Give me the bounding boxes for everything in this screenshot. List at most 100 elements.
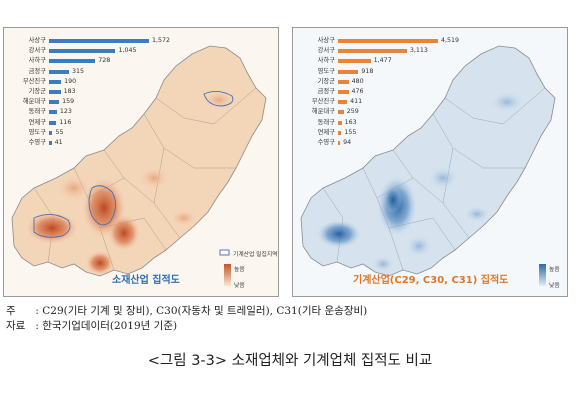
bar-row: 사하구 728 (4, 56, 204, 66)
bar (49, 120, 57, 125)
bar-row: 동래구 163 (293, 118, 493, 128)
source-key: 자료 (6, 320, 26, 332)
bar-label: 사하구 (317, 57, 335, 65)
bar (49, 130, 53, 135)
bar (338, 49, 407, 54)
note-row: 주 : C29(기타 기계 및 장비), C30(자동차 및 트레일러), C3… (6, 304, 367, 319)
source-separator: : (35, 320, 39, 332)
bar-row: 수영구 94 (293, 138, 493, 148)
bar-row: 부산진구 190 (4, 77, 204, 87)
bar-value-label: 476 (351, 87, 364, 95)
bar (49, 49, 116, 54)
bar-label: 연제구 (28, 118, 46, 126)
bar-row: 부산진구 411 (293, 97, 493, 107)
legend-high-label: 높음 (234, 267, 245, 273)
bar-label: 부산진구 (22, 77, 46, 85)
bar-value-label: 411 (350, 98, 363, 106)
figure-caption: <그림 3-3> 소재업체와 기계업체 집적도 비교 (147, 353, 433, 369)
bar-label: 사상구 (317, 37, 335, 44)
bar-row: 기장군 183 (4, 87, 204, 97)
legend-low-label: 낮음 (549, 283, 560, 289)
bar-row: 사상구 1,572 (4, 36, 204, 46)
machinery-industry-density-map (300, 45, 556, 286)
bar-label: 기장군 (28, 87, 46, 95)
bar (338, 39, 438, 43)
bar-row: 금정구 315 (4, 67, 204, 77)
bar-row: 해운대구 159 (4, 97, 204, 107)
bar-label: 영도구 (317, 67, 335, 75)
machinery-map-title: 기계산업(C29, C30, C31) 집적도 (353, 275, 509, 286)
bar-row: 영도구 918 (293, 67, 493, 77)
bar-row: 기장군 480 (293, 77, 493, 87)
bar-value-label: 3,113 (409, 47, 428, 55)
bar-value-label: 315 (72, 67, 85, 75)
bar-label: 수영구 (28, 138, 46, 146)
bar-row: 사상구 4,519 (293, 36, 493, 46)
bar-label: 해운대구 (311, 108, 335, 116)
bar-value-label: 41 (54, 138, 63, 146)
legend-gradient (539, 264, 546, 286)
machinery-industry-map-panel: 사상구 4,519 강서구 3,113 사하구 1,477 영도구 918 기장군 480 금정구 4… (292, 27, 568, 297)
bar-row: 연제구 155 (293, 128, 493, 138)
bar (49, 79, 62, 84)
bar (49, 59, 96, 64)
bar (338, 140, 341, 145)
bar-label: 강서구 (317, 47, 335, 55)
bar-row: 강서구 3,113 (293, 46, 493, 56)
bar (49, 110, 57, 115)
bar-value-label: 918 (361, 67, 374, 75)
bar-row: 해운대구 259 (293, 107, 493, 117)
legend-area-swatch (219, 249, 230, 256)
bar (49, 89, 61, 94)
bar-label: 동래구 (317, 118, 335, 126)
bar-row: 사하구 1,477 (293, 56, 493, 66)
bar-value-label: 259 (346, 108, 359, 116)
bar-row: 연제구 116 (4, 118, 204, 128)
bar-value-label: 480 (351, 77, 364, 85)
bar-value-label: 1,477 (373, 57, 392, 65)
bar-row: 수영구 41 (4, 138, 204, 148)
note-text: C29(기타 기계 및 장비), C30(자동차 및 트레일러), C31(기타… (42, 305, 368, 317)
note-key: 주 (6, 305, 16, 317)
bar-label: 금정구 (28, 67, 46, 75)
bar-value-label: 190 (64, 77, 77, 85)
bar-value-label: 1,045 (118, 47, 137, 55)
bar (338, 89, 349, 94)
bar-label: 강서구 (28, 47, 46, 55)
source-text: 한국기업데이터(2019년 기준) (42, 320, 178, 332)
bar-row: 동래구 123 (4, 107, 204, 117)
bar (338, 120, 342, 125)
bar (338, 130, 342, 135)
bar-value-label: 123 (59, 108, 72, 116)
bar-label: 동래구 (28, 108, 46, 116)
bar-row: 영도구 55 (4, 128, 204, 138)
material-map-title: 소재산업 집적도 (112, 275, 180, 286)
bar (338, 69, 359, 74)
bar-value-label: 155 (344, 128, 357, 136)
bar-row: 강서구 1,045 (4, 46, 204, 56)
bar-value-label: 183 (63, 87, 76, 95)
bar-value-label: 728 (98, 57, 111, 65)
bar-label: 부산진구 (311, 98, 335, 106)
bar-value-label: 94 (343, 138, 352, 146)
material-industry-density-map (11, 45, 267, 286)
bar (49, 39, 149, 43)
bar-value-label: 116 (59, 118, 72, 126)
material-industry-bar-chart: 사상구 1,572 강서구 1,045 사하구 728 금정구 315 부산진구 190 기장군 18… (4, 36, 204, 148)
bar-value-label: 1,572 (152, 37, 171, 44)
legend-area-label: 기계산업 밀집지역 (233, 252, 278, 258)
busan-outline (11, 45, 267, 277)
bar-label: 영도구 (28, 128, 46, 136)
bar-label: 사하구 (28, 57, 46, 65)
bar-label: 기장군 (317, 77, 335, 85)
bar-label: 수영구 (317, 138, 335, 146)
machinery-industry-bar-chart: 사상구 4,519 강서구 3,113 사하구 1,477 영도구 918 기장군 480 금정구 4… (293, 36, 493, 148)
bar (338, 110, 344, 115)
bar (49, 140, 52, 145)
bar-value-label: 163 (344, 118, 357, 126)
bar (338, 79, 349, 84)
material-industry-map-panel: 사상구 1,572 강서구 1,045 사하구 728 금정구 315 부산진구 190 기장군 18… (3, 27, 279, 297)
bar-label: 금정구 (317, 87, 335, 95)
bar-value-label: 159 (62, 98, 75, 106)
bar (49, 69, 70, 74)
